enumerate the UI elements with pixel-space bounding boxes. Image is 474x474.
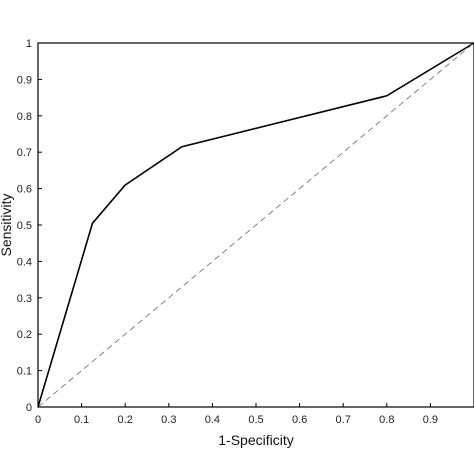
y-tick-label: 1: [26, 38, 32, 50]
x-axis-title: 1-Specificity: [218, 432, 293, 448]
x-tick-label: 0.3: [161, 414, 176, 426]
x-tick-label: 0.4: [205, 414, 220, 426]
x-tick-label: 0.2: [118, 414, 133, 426]
x-tick-label: 0.9: [423, 414, 438, 426]
y-tick-label: 0.4: [17, 256, 32, 268]
y-tick-label: 0.6: [17, 184, 32, 196]
x-tick-label: 0.5: [248, 414, 263, 426]
y-tick-label: 0.9: [17, 74, 32, 86]
x-tick-label: 0.7: [336, 414, 351, 426]
y-tick-label: 0.2: [17, 329, 32, 341]
y-tick-label: 0.1: [17, 366, 32, 378]
x-tick-label: 0: [35, 414, 41, 426]
plot-frame: [37, 42, 474, 408]
y-tick-label: 0: [26, 402, 32, 414]
y-tick-label: 0.7: [17, 147, 32, 159]
y-tick-label: 0.5: [17, 220, 32, 232]
series-layer: [37, 42, 474, 408]
y-tick-label: 0.3: [17, 293, 32, 305]
reference-diagonal-line: [37, 42, 474, 408]
x-tick-label: 0.6: [292, 414, 307, 426]
y-tick-label: 0.8: [17, 111, 32, 123]
x-tick-label: 0.1: [74, 414, 89, 426]
roc-curve-line: [37, 42, 474, 408]
y-axis-title: Sensitivity: [0, 193, 14, 256]
x-tick-label: 0.8: [379, 414, 394, 426]
ticks-layer: 0 0.1 0.2 0.3 0.4 0.5 0.6 0.7 0.8 0.9 0 0.1 0.2 0.3 0.…: [17, 38, 438, 426]
